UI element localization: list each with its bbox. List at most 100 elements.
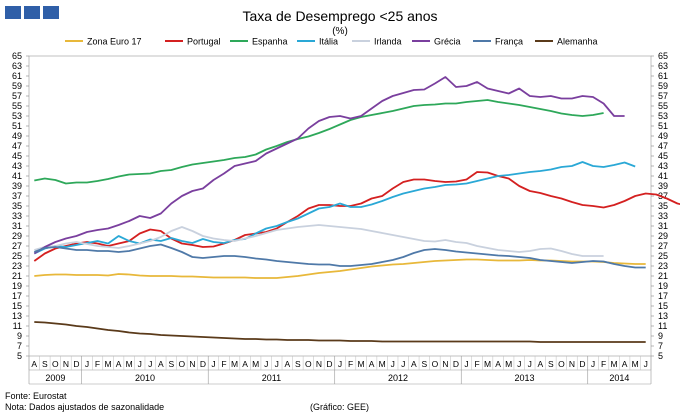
x-month-label: M [632, 359, 639, 369]
y-tick-label-right: 33 [658, 211, 668, 221]
y-tick-label-left: 57 [12, 91, 22, 101]
legend-label: Espanha [252, 37, 288, 47]
chart-title: Taxa de Desemprego <25 anos [242, 8, 438, 24]
x-month-label: O [179, 359, 186, 369]
x-month-label: D [579, 359, 585, 369]
adjustment-note: Nota: Dados ajustados de sazonalidade [5, 402, 165, 412]
chart-credit: (Gráfico: GEE) [310, 402, 370, 412]
y-tick-label-right: 19 [658, 281, 668, 291]
y-tick-label-left: 13 [12, 311, 22, 321]
x-month-label: D [326, 359, 332, 369]
y-tick-label-left: 23 [12, 261, 22, 271]
y-tick-label-right: 21 [658, 271, 668, 281]
series-line-espanha [34, 99, 604, 185]
x-month-label: O [432, 359, 439, 369]
y-tick-label-right: 27 [658, 241, 668, 251]
logo [5, 6, 59, 19]
x-month-label: M [252, 359, 259, 369]
y-tick-label-left: 47 [12, 141, 22, 151]
chart-subtitle: (%) [332, 26, 348, 37]
x-month-label: J [528, 359, 532, 369]
y-tick-label-right: 25 [658, 251, 668, 261]
y-tick-label-left: 15 [12, 301, 22, 311]
y-tick-label-right: 9 [658, 331, 663, 341]
legend-label: Itália [319, 37, 338, 47]
x-month-label: D [200, 359, 206, 369]
y-tick-label-right: 23 [658, 261, 668, 271]
x-year-label: 2014 [609, 373, 629, 383]
y-tick-label-right: 13 [658, 311, 668, 321]
series-line-portugal [33, 171, 680, 262]
y-tick-label-right: 45 [658, 151, 668, 161]
x-month-label: J [591, 359, 595, 369]
y-tick-label-right: 55 [658, 101, 668, 111]
x-month-label: N [189, 359, 195, 369]
y-tick-label-left: 59 [12, 81, 22, 91]
x-month-label: S [295, 359, 301, 369]
y-tick-label-left: 35 [12, 201, 22, 211]
legend-label: Grécia [434, 37, 461, 47]
y-tick-label-right: 57 [658, 91, 668, 101]
x-month-label: M [484, 359, 491, 369]
y-tick-label-left: 39 [12, 181, 22, 191]
x-month-label: O [52, 359, 59, 369]
y-tick-label-left: 29 [12, 231, 22, 241]
x-month-label: S [42, 359, 48, 369]
x-month-label: A [411, 359, 417, 369]
y-tick-label-left: 21 [12, 271, 22, 281]
x-month-label: J [148, 359, 152, 369]
x-month-label: N [569, 359, 575, 369]
y-tick-label-right: 7 [658, 341, 663, 351]
legend-label: Alemanha [557, 37, 598, 47]
y-tick-label-left: 61 [12, 71, 22, 81]
series-line-irlanda [34, 224, 604, 257]
x-month-label: F [474, 359, 479, 369]
y-tick-label-left: 11 [13, 321, 22, 331]
x-year-label: 2011 [262, 373, 281, 383]
y-tick-label-right: 49 [658, 131, 668, 141]
y-tick-label-right: 53 [658, 111, 668, 121]
x-month-label: A [284, 359, 290, 369]
y-tick-label-right: 51 [658, 121, 668, 131]
x-month-label: J [644, 359, 648, 369]
x-month-label: J [264, 359, 268, 369]
legend-label: Irlanda [374, 37, 402, 47]
x-month-label: F [95, 359, 100, 369]
x-month-label: A [242, 359, 248, 369]
legend-label: Portugal [187, 37, 221, 47]
source-note: Fonte: Eurostat [5, 391, 67, 401]
y-tick-label-right: 39 [658, 181, 668, 191]
x-month-label: J [275, 359, 279, 369]
x-month-label: J [338, 359, 342, 369]
x-month-label: M [126, 359, 133, 369]
x-month-label: A [369, 359, 375, 369]
x-month-label: J [391, 359, 395, 369]
y-tick-label-right: 29 [658, 231, 668, 241]
y-tick-label-right: 15 [658, 301, 668, 311]
x-month-label: S [422, 359, 428, 369]
y-tick-label-right: 65 [658, 51, 668, 61]
y-tick-label-left: 9 [17, 331, 22, 341]
x-month-label: N [63, 359, 69, 369]
x-year-label: 2012 [388, 373, 408, 383]
x-month-label: J [464, 359, 468, 369]
x-month-label: N [316, 359, 322, 369]
y-tick-label-left: 63 [12, 61, 22, 71]
y-tick-label-left: 45 [12, 151, 22, 161]
x-month-label: S [548, 359, 554, 369]
y-tick-label-left: 25 [12, 251, 22, 261]
y-tick-label-right: 31 [658, 221, 668, 231]
x-month-label: F [601, 359, 606, 369]
y-tick-label-left: 5 [17, 351, 22, 361]
x-month-label: M [358, 359, 365, 369]
series-line-fran-a [33, 243, 646, 269]
x-month-label: J [85, 359, 89, 369]
y-tick-label-left: 49 [12, 131, 22, 141]
y-tick-label-left: 37 [12, 191, 22, 201]
y-tick-label-left: 41 [12, 171, 22, 181]
y-tick-label-right: 5 [658, 351, 663, 361]
y-tick-label-right: 47 [658, 141, 668, 151]
x-year-label: 2010 [135, 373, 155, 383]
x-month-label: A [158, 359, 164, 369]
